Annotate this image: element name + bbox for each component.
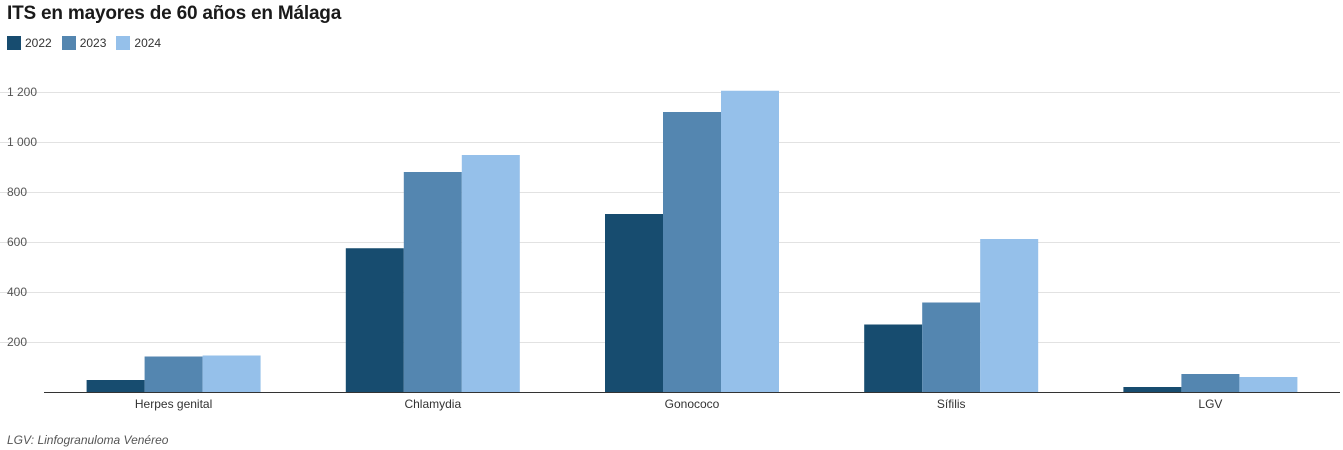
footnote: LGV: Linfogranuloma Venéreo [7,433,169,447]
y-tick-label-800: 800 [7,185,27,199]
y-tick-label-1200: 1 200 [7,85,37,99]
x-tick-label-4: LGV [1198,397,1222,411]
bar-herpes-genital-2022 [86,380,145,392]
bar-s-filis-2023 [922,302,981,392]
legend-label-2023: 2023 [79,36,107,50]
y-tick-label-1000: 1 000 [7,135,37,149]
legend-swatch-2023 [61,36,76,50]
legend-label-2024: 2024 [134,36,162,50]
bar-s-filis-2022 [864,324,923,392]
bar-chlamydia-2023 [403,172,462,392]
x-tick-label-3: Sífilis [937,397,966,411]
y-tick-label-600: 600 [7,235,27,249]
y-tick-label-200: 200 [7,335,27,349]
legend-item-2023: 2023 [61,36,107,50]
chart-title: ITS en mayores de 60 años en Málaga [7,3,342,24]
bar-gonococo-2022 [605,214,663,392]
legend-item-2024: 2024 [116,36,161,50]
x-tick-label-1: Chlamydia [404,397,461,411]
legend-item-2022: 2022 [7,36,52,50]
legend: 2022 2023 2024 [7,36,161,50]
x-tick-label-2: Gonococo [665,397,720,411]
bar-chart: 200 400 600 800 1 000 1 200 Herpes genital Chla… [0,85,1340,411]
bar-herpes-genital-2023 [144,356,203,392]
legend-label-2022: 2022 [25,36,52,50]
bar-lgv-2024 [1239,377,1298,392]
bar-chlamydia-2024 [461,155,520,392]
bar-gonococo-2024 [721,90,779,392]
bar-chlamydia-2022 [345,248,404,392]
legend-swatch-2024 [116,36,131,50]
bar-s-filis-2024 [980,239,1039,392]
legend-swatch-2022 [7,36,21,50]
bar-gonococo-2023 [663,112,721,392]
x-tick-label-0: Herpes genital [135,397,212,411]
y-tick-label-400: 400 [7,285,27,299]
bar-herpes-genital-2024 [202,355,261,392]
bar-lgv-2023 [1181,374,1240,392]
bar-lgv-2022 [1123,387,1182,392]
